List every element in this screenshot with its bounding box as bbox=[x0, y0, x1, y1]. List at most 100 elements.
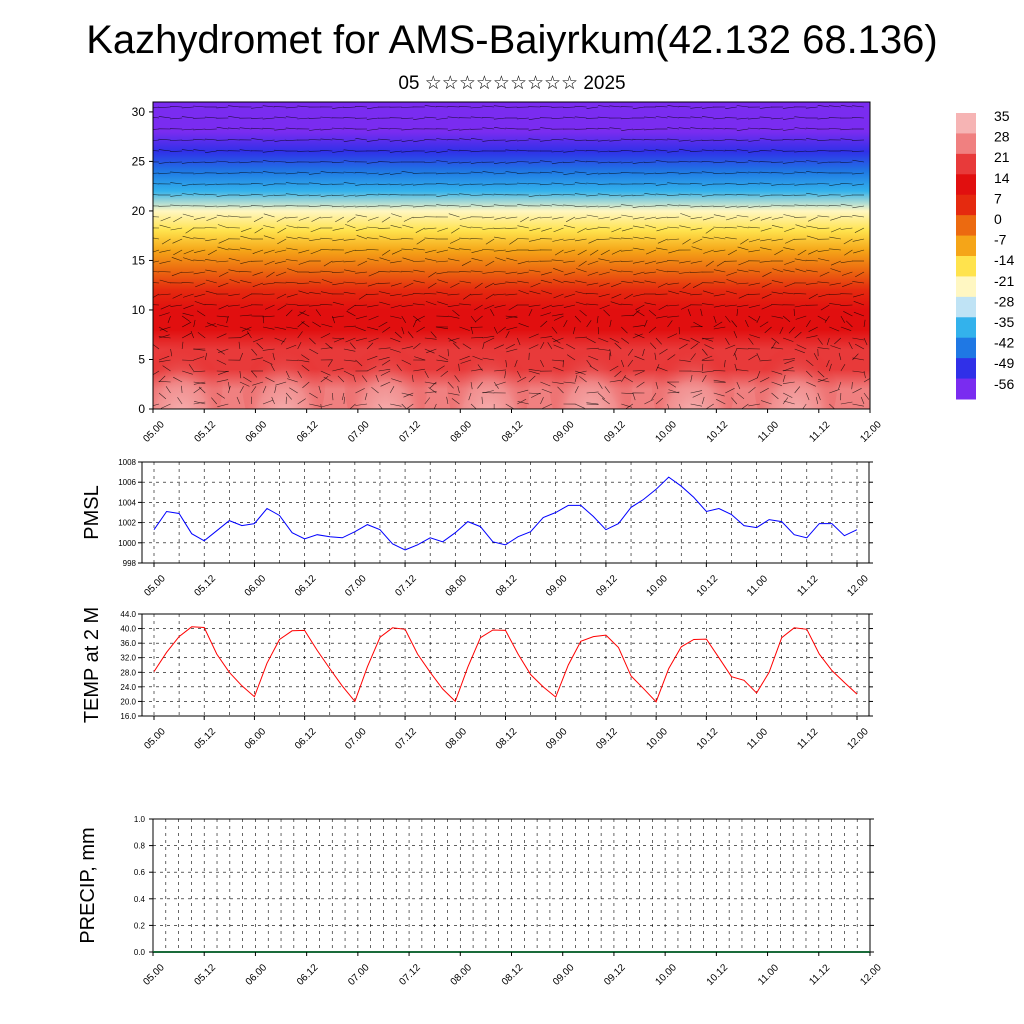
wind-barb bbox=[355, 106, 368, 108]
wind-barb bbox=[262, 105, 275, 108]
wind-barb bbox=[863, 378, 870, 383]
wind-barb bbox=[182, 213, 194, 218]
wind-barb bbox=[447, 116, 460, 119]
wind-barb bbox=[470, 171, 483, 174]
wind-barb bbox=[378, 347, 391, 350]
wind-barb bbox=[852, 159, 865, 163]
wind-barb bbox=[470, 194, 483, 196]
wind-barb bbox=[632, 333, 643, 339]
wind-barb bbox=[391, 249, 402, 255]
wind-barb bbox=[378, 227, 391, 229]
wind-barb bbox=[389, 238, 402, 240]
x-tick-label: 06.00 bbox=[244, 962, 270, 988]
wind-barb bbox=[771, 347, 784, 350]
wind-barb bbox=[401, 183, 414, 186]
wind-barb bbox=[216, 379, 229, 383]
wind-barb bbox=[170, 348, 173, 357]
x-tick-label: 07.00 bbox=[343, 726, 369, 752]
wind-barb bbox=[620, 161, 633, 164]
wind-barb bbox=[474, 282, 483, 289]
wind-barb bbox=[806, 171, 818, 174]
wind-barb bbox=[845, 320, 853, 328]
wind-barb bbox=[609, 237, 622, 240]
wind-barb bbox=[153, 403, 160, 407]
wind-barb bbox=[632, 194, 645, 197]
x-tick-label: 11.00 bbox=[756, 419, 781, 444]
warm-cell bbox=[651, 309, 736, 409]
wind-barb bbox=[262, 282, 275, 285]
wind-barb bbox=[332, 392, 334, 401]
wind-barb bbox=[693, 321, 703, 328]
wind-barb bbox=[367, 282, 379, 287]
x-tick-label: 10.00 bbox=[644, 573, 670, 599]
wind-barb bbox=[782, 183, 795, 185]
wind-barb bbox=[759, 138, 772, 141]
wind-barb bbox=[701, 359, 714, 361]
wind-barb bbox=[436, 291, 448, 295]
wind-barb bbox=[204, 227, 217, 229]
wind-barb bbox=[701, 205, 714, 207]
wind-barb bbox=[198, 386, 206, 394]
colorbar-label: 35 bbox=[994, 108, 1010, 124]
wind-barb bbox=[654, 352, 657, 361]
wind-barb bbox=[204, 116, 217, 119]
wind-barb bbox=[285, 281, 298, 284]
wind-barb bbox=[320, 150, 333, 152]
wind-barb bbox=[598, 337, 609, 343]
wind-barb bbox=[655, 160, 668, 163]
wind-barb bbox=[262, 139, 275, 142]
wind-barb bbox=[807, 216, 818, 222]
wind-barb bbox=[609, 319, 612, 328]
wind-barb bbox=[655, 216, 668, 219]
wind-barb bbox=[828, 205, 841, 207]
y-tick-label: 0.2 bbox=[134, 921, 146, 930]
wind-barb bbox=[252, 381, 264, 386]
wind-barb bbox=[648, 326, 657, 334]
wind-barb bbox=[731, 397, 738, 405]
wind-barb bbox=[482, 193, 495, 196]
wind-barb bbox=[760, 216, 772, 221]
wind-barb bbox=[690, 370, 703, 373]
wind-barb bbox=[216, 126, 229, 130]
wind-barb bbox=[782, 106, 795, 109]
wind-barb bbox=[759, 238, 772, 242]
wind-barb bbox=[158, 149, 171, 152]
wind-barb bbox=[687, 308, 691, 317]
wind-barb bbox=[274, 161, 287, 163]
wind-barb bbox=[493, 105, 506, 108]
wind-barb bbox=[436, 194, 448, 197]
wind-barb bbox=[495, 381, 506, 386]
y-tick-label: 44.0 bbox=[120, 610, 136, 619]
x-tick-label: 07.12 bbox=[393, 573, 419, 599]
wind-barb bbox=[632, 138, 645, 141]
wind-barb bbox=[756, 352, 761, 361]
wind-barb bbox=[736, 205, 749, 208]
wind-barb bbox=[840, 326, 852, 331]
wind-barb bbox=[713, 117, 726, 120]
wind-barb bbox=[815, 396, 819, 405]
wind-barb bbox=[725, 205, 737, 208]
wind-barb bbox=[297, 226, 310, 229]
wind-barb bbox=[553, 315, 564, 321]
wind-barb bbox=[667, 270, 680, 273]
wind-barb bbox=[401, 128, 414, 131]
wind-barb bbox=[540, 396, 544, 405]
wind-barb bbox=[310, 249, 321, 255]
wind-barb bbox=[632, 106, 645, 110]
wind-barb bbox=[678, 343, 688, 350]
wind-barb bbox=[516, 161, 529, 163]
x-tick-label: 05.12 bbox=[193, 726, 219, 752]
wind-barb bbox=[263, 249, 275, 254]
wind-barb bbox=[667, 204, 680, 207]
wind-barb bbox=[321, 279, 333, 284]
wind-barb bbox=[701, 375, 707, 383]
wind-barb bbox=[644, 302, 657, 306]
wind-barb bbox=[727, 249, 738, 256]
wind-barb bbox=[632, 247, 645, 251]
wind-barb bbox=[713, 379, 726, 383]
wind-barb bbox=[459, 205, 472, 208]
precip-panel: 0.00.20.40.60.81.005.00 05.12 06.00 06.12 07… bbox=[77, 815, 884, 988]
wind-barb bbox=[771, 238, 784, 242]
wind-barb bbox=[286, 225, 298, 229]
